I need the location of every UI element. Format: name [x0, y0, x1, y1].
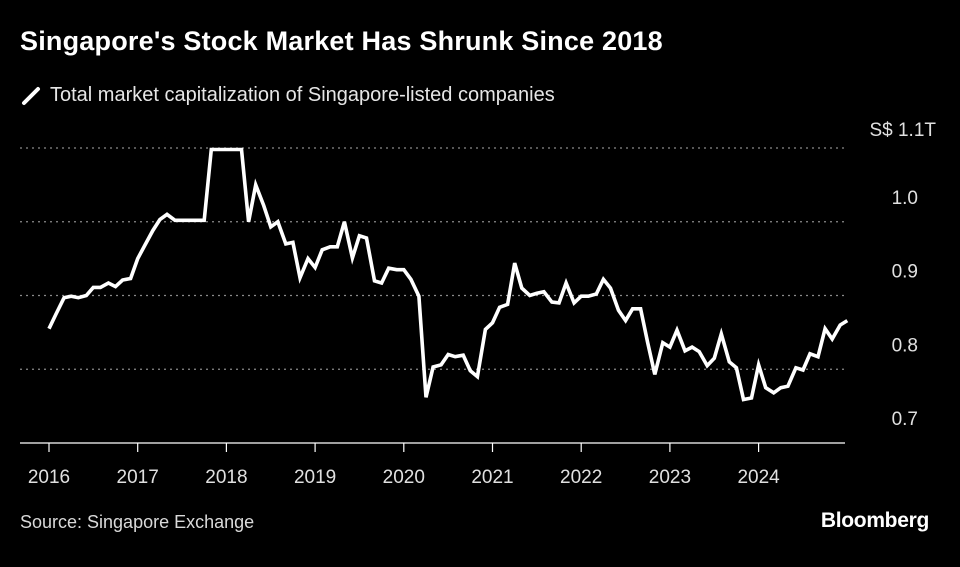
y-tick-label-4: 0.7	[892, 409, 918, 430]
x-tick-label-2017: 2017	[117, 467, 159, 488]
x-tick-label-2018: 2018	[205, 467, 247, 488]
x-tick-label-2016: 2016	[28, 467, 70, 488]
source-note: Source: Singapore Exchange	[20, 512, 255, 532]
x-tick-label-2022: 2022	[560, 467, 602, 488]
y-tick-label-1: 1.0	[892, 188, 918, 209]
legend-label: Total market capitalization of Singapore…	[50, 84, 555, 106]
x-tick-label-2020: 2020	[383, 467, 425, 488]
y-tick-label-0: S$ 1.1T	[869, 120, 936, 141]
x-axis: 2016 2017 2018 2019 2020 2021 2022 2023 2024	[28, 443, 780, 488]
series-layer	[47, 147, 849, 402]
x-tick-label-2021: 2021	[471, 467, 513, 488]
y-tick-label-2: 0.9	[892, 262, 918, 283]
chart-title: Singapore's Stock Market Has Shrunk Sinc…	[20, 26, 663, 56]
x-tick-label-2023: 2023	[649, 467, 691, 488]
legend-line-icon	[22, 86, 40, 105]
x-tick-label-2019: 2019	[294, 467, 336, 488]
series-line-0	[47, 147, 849, 402]
y-tick-label-3: 0.8	[892, 335, 918, 356]
y-axis: S$ 1.1T 1.0 0.9 0.8 0.7	[869, 120, 936, 430]
legend: Total market capitalization of Singapore…	[20, 84, 555, 107]
gridlines	[20, 147, 845, 444]
bloomberg-logo: Bloomberg	[820, 509, 929, 532]
x-tick-label-2024: 2024	[737, 467, 780, 488]
